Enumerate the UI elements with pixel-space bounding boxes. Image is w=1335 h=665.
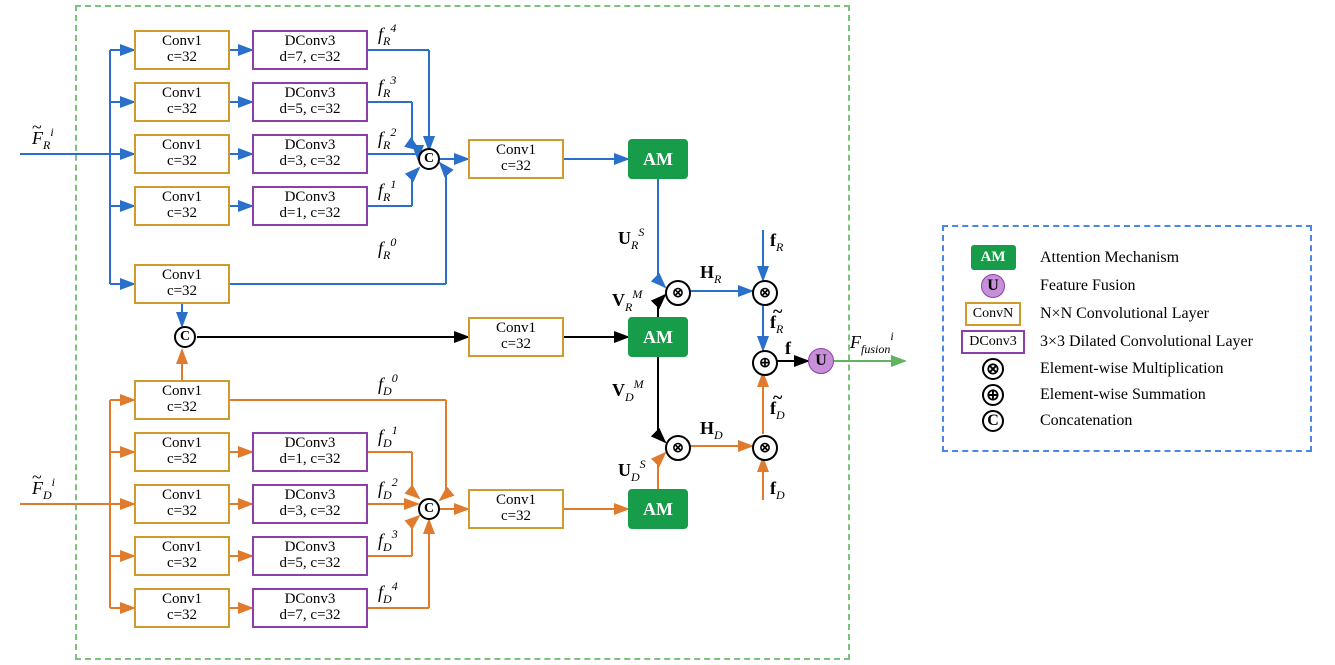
fD2: fD2	[378, 478, 398, 499]
dconv-D-1: DConv3d=1, c=32	[252, 432, 368, 472]
fD0: fD0	[378, 374, 398, 395]
legend-cat: C Concatenation	[958, 410, 1292, 432]
fR4: fR4	[378, 24, 396, 45]
fR2: fR2	[378, 128, 396, 149]
am-mid: AM	[628, 317, 688, 357]
am-icon: AM	[971, 245, 1016, 270]
input-R-label: ~FRi	[32, 128, 54, 149]
conv-mid: Conv1c=32	[468, 317, 564, 357]
legend-sum: ⊕ Element-wise Summation	[958, 384, 1292, 406]
conv-D-2: Conv1c=32	[134, 484, 230, 524]
concat-D: C	[418, 498, 440, 520]
conv-D-0: Conv1c=32	[134, 380, 230, 420]
mult-R: ⊗	[665, 280, 691, 306]
feature-fusion-U: U	[808, 348, 834, 374]
conv-D-4: Conv1c=32	[134, 588, 230, 628]
dconv-icon: DConv3	[961, 330, 1024, 354]
dconv-R-0: DConv3d=7, c=32	[252, 30, 368, 70]
conv-D-after-cat: Conv1c=32	[468, 489, 564, 529]
UR-label: URS	[618, 228, 644, 249]
conv-R-2: Conv1c=32	[134, 134, 230, 174]
diagram-canvas: Conv1c=32 Conv1c=32 Conv1c=32 Conv1c=32 …	[0, 0, 1335, 665]
concat-mid: C	[174, 326, 196, 348]
f-out: f	[785, 338, 791, 359]
am-R: AM	[628, 139, 688, 179]
fR3: fR3	[378, 76, 396, 97]
dconv-D-3: DConv3d=5, c=32	[252, 536, 368, 576]
HR-label: HR	[700, 262, 721, 283]
dconv-R-3: DConv3d=1, c=32	[252, 186, 368, 226]
fDtilde: ~fD	[770, 398, 785, 419]
conv-R-4: Conv1c=32	[134, 264, 230, 304]
VR-label: VRM	[612, 290, 642, 311]
am-D: AM	[628, 489, 688, 529]
fD-in: fD	[770, 478, 785, 499]
concat-R: C	[418, 148, 440, 170]
conv-R-after-cat: Conv1c=32	[468, 139, 564, 179]
VD-label: VDM	[612, 380, 644, 401]
legend-u: U Feature Fusion	[958, 274, 1292, 298]
mult-D: ⊗	[665, 435, 691, 461]
UD-label: UDS	[618, 460, 646, 481]
fR1: fR1	[378, 180, 396, 201]
conv-R-0: Conv1c=32	[134, 30, 230, 70]
t: Conv1	[162, 34, 202, 50]
fR0: fR0	[378, 238, 396, 259]
dconv-D-2: DConv3d=3, c=32	[252, 484, 368, 524]
dconv-R-2: DConv3d=3, c=32	[252, 134, 368, 174]
conv-D-3: Conv1c=32	[134, 536, 230, 576]
mult-D2: ⊗	[752, 435, 778, 461]
u-icon: U	[981, 274, 1005, 298]
legend-mult: ⊗ Element-wise Multiplication	[958, 358, 1292, 380]
sum: ⊕	[752, 350, 778, 376]
legend: AM Attention Mechanism U Feature Fusion …	[942, 225, 1312, 452]
legend-conv: ConvN N×N Convolutional Layer	[958, 302, 1292, 326]
legend-am: AM Attention Mechanism	[958, 245, 1292, 270]
sum-icon: ⊕	[982, 384, 1004, 406]
cat-icon: C	[982, 410, 1004, 432]
Ffusion-label: Ffusioni	[850, 332, 894, 353]
input-D-label: ~FDi	[32, 478, 55, 499]
mult-icon: ⊗	[982, 358, 1004, 380]
conv-D-1: Conv1c=32	[134, 432, 230, 472]
fR-in: fR	[770, 230, 783, 251]
t: c=32	[167, 50, 197, 66]
fD1: fD1	[378, 426, 398, 447]
legend-dconv: DConv3 3×3 Dilated Convolutional Layer	[958, 330, 1292, 354]
fD3: fD3	[378, 530, 398, 551]
fRtilde: ~fR	[770, 312, 783, 333]
conv-R-3: Conv1c=32	[134, 186, 230, 226]
HD-label: HD	[700, 418, 723, 439]
conv-R-1: Conv1c=32	[134, 82, 230, 122]
fD4: fD4	[378, 582, 398, 603]
dconv-R-1: DConv3d=5, c=32	[252, 82, 368, 122]
dconv-D-4: DConv3d=7, c=32	[252, 588, 368, 628]
conv-icon: ConvN	[965, 302, 1021, 326]
